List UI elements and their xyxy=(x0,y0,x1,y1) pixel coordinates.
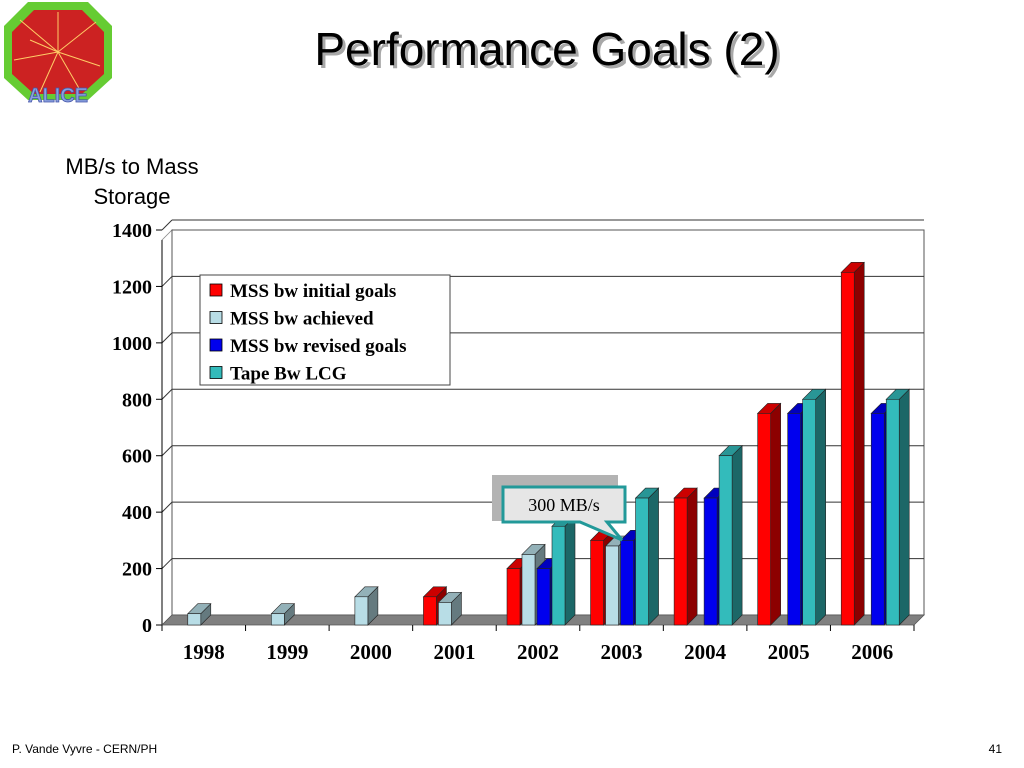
page-number: 41 xyxy=(988,742,1002,756)
bar-tape-bw-lcg-2004 xyxy=(718,455,733,626)
bar-mss-bw-initial-goals-2006-side xyxy=(853,261,865,626)
x-tick-label: 2004 xyxy=(684,640,727,664)
bar-tape-bw-lcg-2002 xyxy=(551,525,566,626)
y-tick-label: 1400 xyxy=(112,220,152,242)
x-tick-label: 2005 xyxy=(768,640,810,664)
bar-tape-bw-lcg-2006 xyxy=(885,398,900,626)
legend-swatch xyxy=(209,338,223,352)
annotation-text: 300 MB/s xyxy=(528,495,600,515)
gridline-side xyxy=(161,445,173,457)
bar-mss-bw-initial-goals-2003 xyxy=(590,540,604,626)
y-tick-label: 800 xyxy=(122,389,152,411)
legend-label: MSS bw achieved xyxy=(230,309,374,330)
x-tick-label: 1999 xyxy=(266,640,308,664)
bar-mss-bw-achieved-2003 xyxy=(605,545,619,626)
bar-mss-bw-revised-goals-2004 xyxy=(703,497,718,626)
gridline-side xyxy=(161,558,173,569)
legend-swatch xyxy=(209,311,223,324)
gridline-side xyxy=(161,219,173,231)
legend-box xyxy=(199,274,451,386)
bar-mss-bw-initial-goals-2005-side xyxy=(770,402,781,626)
bar-mss-bw-initial-goals-2004-side xyxy=(686,487,698,626)
legend-label: MSS bw initial goals xyxy=(230,281,396,302)
footer-author: P. Vande Vyvre - CERN/PH xyxy=(12,742,158,756)
chart-side-wall xyxy=(161,229,173,626)
bar-mss-bw-initial-goals-2002 xyxy=(506,568,521,626)
bar-chart: 0 200 400 600 800 1000 1200 1400 1998 1999 2000 200… xyxy=(112,219,925,664)
annotation-callout xyxy=(501,485,627,542)
legend-label: Tape Bw LCG xyxy=(230,364,347,385)
x-tick-label: 1998 xyxy=(183,640,225,664)
bar-mss-bw-revised-goals-2003 xyxy=(620,540,634,626)
bar-mss-bw-initial-goals-2001 xyxy=(423,596,437,626)
y-tick-label: 200 xyxy=(122,559,152,581)
bar-tape-bw-lcg-2005 xyxy=(802,398,816,626)
x-tick-label: 2002 xyxy=(517,640,559,664)
bar-tape-bw-lcg-2005-side xyxy=(815,388,826,626)
slide-title: Performance Goals (2) xyxy=(314,23,780,75)
legend-swatch xyxy=(209,283,223,297)
alice-logo: ALICE xyxy=(0,0,116,106)
alice-logo-text: ALICE xyxy=(28,85,88,106)
x-tick-label: 2000 xyxy=(350,640,392,664)
y-tick-label: 1200 xyxy=(112,276,152,298)
bar-mss-bw-achieved-1999 xyxy=(271,613,285,626)
bar-tape-bw-lcg-2006-side xyxy=(898,388,910,626)
bar-tape-bw-lcg-2004-side xyxy=(731,444,743,626)
bar-tape-bw-lcg-2003-side xyxy=(648,487,659,626)
bar-mss-bw-revised-goals-2005 xyxy=(787,413,801,626)
x-tick-label: 2001 xyxy=(433,640,475,664)
legend-label: MSS bw revised goals xyxy=(230,336,406,357)
bar-mss-bw-achieved-2002 xyxy=(521,554,536,626)
x-tick-label: 2003 xyxy=(601,640,643,664)
bar-mss-bw-initial-goals-2006 xyxy=(840,272,855,626)
bar-tape-bw-lcg-2003 xyxy=(635,497,649,626)
bar-mss-bw-revised-goals-2006 xyxy=(870,413,885,626)
gridline-side xyxy=(161,388,173,400)
bar-mss-bw-revised-goals-2002 xyxy=(536,568,551,626)
bar-tape-bw-lcg-2002-side xyxy=(564,515,576,626)
gridline-side xyxy=(161,501,173,513)
y-tick-label: 400 xyxy=(122,502,152,524)
bar-mss-bw-achieved-2001 xyxy=(438,602,452,626)
bar-mss-bw-achieved-2000 xyxy=(354,596,369,626)
gridline-side xyxy=(161,332,173,344)
y-axis-label: MB/s to Mass Storage xyxy=(65,154,199,209)
legend-swatch xyxy=(209,366,223,379)
gridline-side xyxy=(161,276,173,287)
bar-mss-bw-achieved-1998 xyxy=(187,613,202,626)
y-tick-label: 0 xyxy=(142,615,152,637)
bar-mss-bw-initial-goals-2005 xyxy=(757,413,771,626)
x-tick-label: 2006 xyxy=(851,640,893,664)
bar-mss-bw-initial-goals-2004 xyxy=(673,497,688,626)
y-tick-label: 600 xyxy=(122,446,152,468)
y-tick-label: 1000 xyxy=(112,333,152,355)
